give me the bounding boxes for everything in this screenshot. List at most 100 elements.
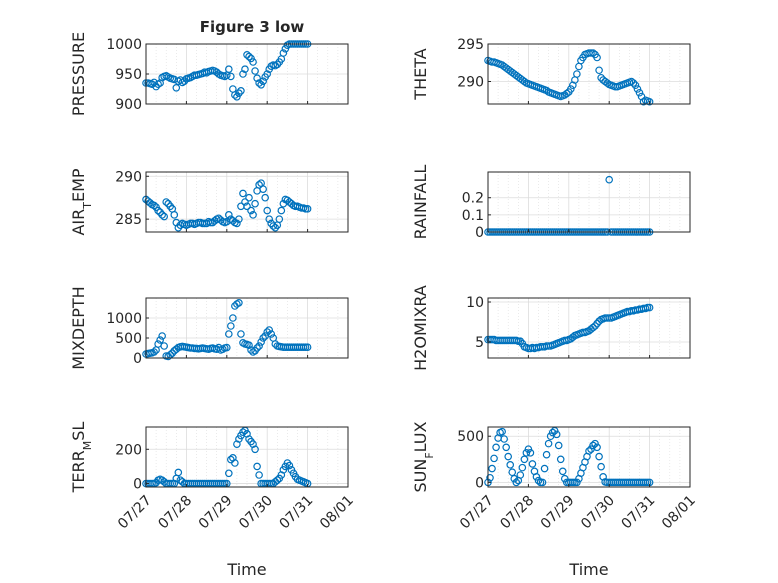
data-point — [542, 450, 551, 459]
data-point — [605, 175, 614, 184]
data-point — [160, 212, 168, 221]
data-point — [556, 455, 565, 464]
y-axis-label: TERRMSL — [69, 422, 94, 494]
data-point — [235, 89, 243, 98]
data-point — [303, 205, 312, 213]
data-point — [548, 428, 557, 437]
data-point — [229, 314, 237, 322]
x-axis-label: Time — [568, 560, 608, 579]
data-point — [589, 441, 597, 450]
data-point — [554, 441, 563, 450]
data-point — [552, 430, 561, 439]
data-point — [245, 52, 253, 61]
data-point — [271, 340, 280, 348]
y-tick-label: 295 — [457, 37, 484, 53]
data-point — [512, 478, 521, 487]
data-point — [227, 322, 235, 330]
data-point — [528, 460, 537, 468]
data-point — [253, 74, 261, 83]
data-point — [253, 462, 261, 471]
data-point — [249, 211, 257, 219]
data-point — [627, 77, 636, 86]
data-point — [259, 185, 267, 193]
data-point — [162, 198, 171, 206]
data-point — [303, 343, 312, 352]
data-point — [508, 468, 517, 477]
data-point — [597, 462, 605, 471]
data-point — [490, 454, 498, 463]
data-point — [239, 428, 247, 436]
data-point — [255, 471, 263, 479]
data-point — [504, 452, 513, 461]
axes-box — [145, 171, 349, 233]
data-point — [645, 97, 654, 106]
data-point — [239, 70, 247, 78]
axes-box — [487, 43, 691, 105]
data-point — [542, 86, 551, 95]
y-tick-label: 0 — [133, 477, 142, 493]
marker-series — [484, 49, 654, 106]
y-axis-label: MIXDEPTH — [69, 286, 88, 369]
data-point — [518, 463, 527, 472]
data-point — [516, 471, 525, 479]
axes-box — [487, 426, 691, 488]
y-tick-label: 900 — [115, 97, 142, 113]
data-point — [237, 87, 245, 95]
data-point — [172, 345, 181, 354]
data-point — [516, 337, 525, 346]
data-point — [245, 193, 253, 202]
data-point — [591, 439, 599, 448]
data-point — [263, 70, 272, 78]
data-point — [277, 206, 286, 215]
axes-box — [145, 297, 349, 359]
subplot-air-temp: 285 290 AIRTEMP — [69, 168, 349, 236]
data-point — [259, 77, 267, 86]
data-point — [597, 73, 605, 82]
figure-title: Figure 3 low — [200, 18, 305, 36]
marker-series — [142, 298, 312, 361]
data-point — [589, 323, 597, 332]
y-tick-label: 0.1 — [462, 208, 484, 224]
data-point — [522, 449, 531, 457]
data-point — [591, 322, 599, 330]
data-point — [520, 455, 529, 464]
data-point — [573, 478, 581, 487]
data-point — [168, 349, 177, 358]
data-point — [241, 65, 249, 74]
data-point — [631, 81, 640, 90]
y-tick-label: 0 — [133, 351, 142, 367]
data-point — [251, 199, 259, 208]
data-point — [150, 348, 158, 356]
data-point — [160, 342, 168, 350]
data-point — [225, 211, 233, 219]
data-point — [245, 341, 253, 350]
marker-series — [142, 179, 312, 232]
data-point — [532, 473, 541, 481]
data-point — [225, 330, 233, 338]
y-tick-label: 0 — [475, 475, 484, 491]
data-point — [538, 478, 547, 487]
data-point — [235, 298, 243, 307]
data-point — [255, 181, 263, 189]
data-point — [595, 452, 603, 461]
data-point — [510, 474, 519, 483]
data-point — [629, 79, 638, 87]
data-point — [486, 473, 494, 482]
data-point — [524, 445, 533, 453]
y-tick-label: 1000 — [106, 311, 142, 327]
data-point — [502, 443, 510, 452]
data-point — [259, 334, 267, 342]
data-point — [154, 206, 162, 215]
y-tick-label: 0 — [475, 225, 484, 241]
data-point — [237, 330, 245, 338]
y-tick-label: 950 — [115, 67, 142, 83]
axes-box — [145, 426, 349, 488]
data-point — [257, 338, 265, 346]
data-point — [645, 303, 654, 312]
data-point — [223, 343, 231, 352]
y-tick-label: 1000 — [106, 37, 142, 53]
data-point — [635, 88, 644, 97]
data-point — [241, 198, 249, 206]
data-point — [231, 459, 239, 467]
y-tick-label: 5 — [475, 335, 484, 351]
